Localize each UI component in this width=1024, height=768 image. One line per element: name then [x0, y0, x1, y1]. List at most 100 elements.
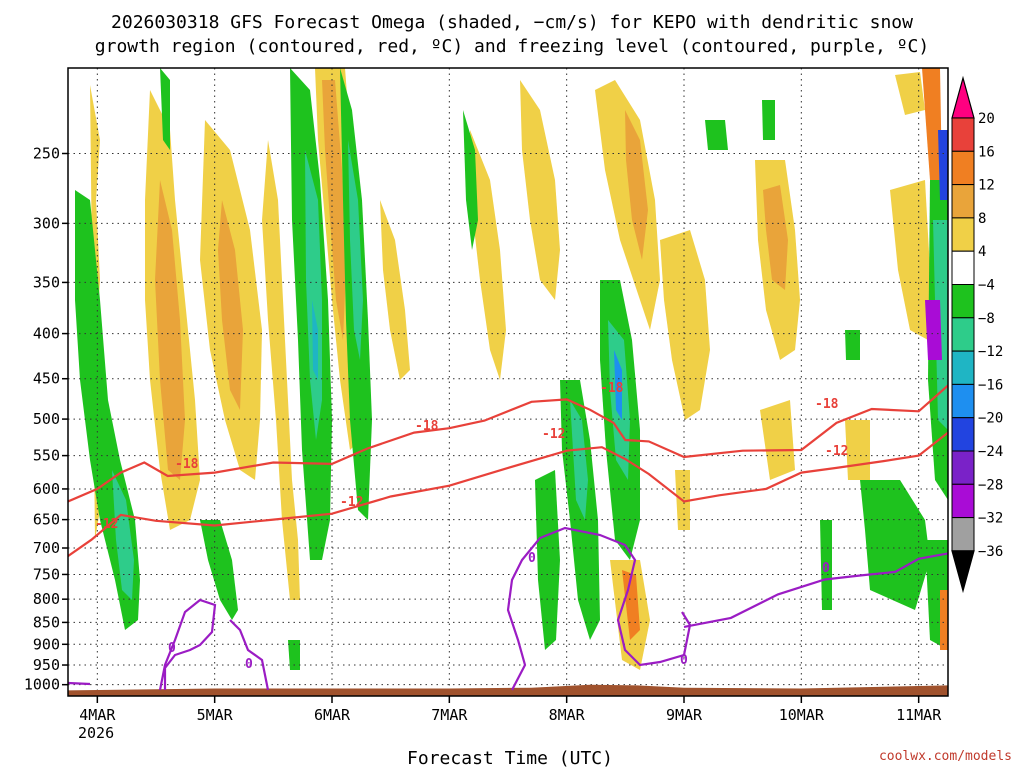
- chart-title-line2: growth region (contoured, red, ºC) and f…: [95, 36, 929, 57]
- omega-shade-yellow: [895, 72, 925, 115]
- omega-shade-green: [200, 520, 238, 620]
- omega-shade-yellow: [595, 80, 660, 330]
- omega-shade-orange: [625, 110, 648, 260]
- omega-shade-yellow: [760, 400, 795, 480]
- dgz-minus12-contour: [68, 431, 948, 558]
- colorbar: 20 16 12 8 4 −4 −8 −12 −16 −20 −24 −28 −32 −36: [951, 75, 1003, 594]
- omega-shade-green: [860, 480, 930, 610]
- colorbar-segment: [951, 317, 975, 352]
- colorbar-label: −12: [978, 344, 1003, 360]
- omega-shade-green: [820, 520, 832, 610]
- omega-shade-orange: [322, 80, 346, 340]
- omega-shade-yellow: [845, 420, 870, 480]
- omega-shade-green: [705, 120, 728, 150]
- colorbar-label: −24: [978, 444, 1003, 460]
- colorbar-cap-bottom: [951, 550, 975, 594]
- omega-shade-orange: [218, 200, 243, 410]
- y-tick-label: 950: [33, 656, 60, 674]
- colorbar-segment: [951, 517, 975, 552]
- contour-label-zero: 0: [168, 641, 176, 656]
- freezing-level-contour-base: [68, 681, 91, 686]
- omega-shade-green: [160, 68, 170, 150]
- contour-label-minus18: -18: [815, 397, 839, 412]
- y-tick-label: 800: [33, 590, 60, 608]
- colorbar-segment: [951, 217, 975, 252]
- colorbar-label: −28: [978, 477, 1003, 493]
- x-tick-label: 7MAR: [431, 706, 468, 724]
- y-tick-label: 850: [33, 613, 60, 631]
- y-tick-label: 700: [33, 539, 60, 557]
- freezing-level-contour-mid: [506, 526, 692, 691]
- y-tick-label: 350: [33, 273, 60, 291]
- omega-shade-blue: [938, 130, 948, 200]
- x-tick-label: 11MAR: [896, 706, 942, 724]
- x-axis: 4MAR 5MAR 6MAR 7MAR 8MAR 9MAR 10MAR 11MAR: [79, 696, 942, 724]
- omega-shade-yellow: [470, 130, 506, 380]
- omega-shade-green: [535, 470, 560, 650]
- colorbar-segment: [951, 350, 975, 385]
- omega-shade-orange: [155, 180, 185, 480]
- colorbar-label: −20: [978, 411, 1003, 427]
- colorbar-label: −4: [978, 278, 995, 294]
- omega-shade-teal: [570, 400, 588, 520]
- freezing-level-contour: [683, 552, 948, 628]
- y-tick-label: 300: [33, 214, 60, 232]
- omega-shade-green: [762, 100, 775, 140]
- contour-label-minus18: -18: [175, 457, 199, 472]
- x-axis-year-label: 2026: [78, 724, 114, 742]
- colorbar-segment: [951, 450, 975, 485]
- omega-shade-teal: [348, 140, 363, 360]
- y-tick-label: 1000: [24, 676, 60, 694]
- y-tick-label: 500: [33, 410, 60, 428]
- y-tick-label: 750: [33, 565, 60, 583]
- dgz-minus18-contour: [68, 384, 948, 503]
- colorbar-label: 16: [978, 144, 995, 160]
- colorbar-label: 20: [978, 111, 995, 127]
- colorbar-label: −8: [978, 311, 995, 327]
- credit-text: coolwx.com/models: [879, 749, 1012, 764]
- omega-shade-yellow: [262, 140, 300, 600]
- colorbar-label: 12: [978, 178, 995, 194]
- omega-shade-yellow: [380, 200, 410, 380]
- omega-shade-yellow: [660, 230, 710, 420]
- omega-shade-yellow: [520, 80, 560, 300]
- omega-shade-green: [845, 330, 860, 360]
- omega-shade-blue: [614, 350, 622, 420]
- freezing-level-contour-left: [158, 598, 217, 691]
- y-tick-label: 400: [33, 325, 60, 343]
- colorbar-label: 8: [978, 211, 986, 227]
- y-tick-label: 600: [33, 480, 60, 498]
- contour-label-minus12: -12: [340, 495, 363, 510]
- y-tick-label: 250: [33, 144, 60, 162]
- y-tick-label: 900: [33, 635, 60, 653]
- colorbar-label: −32: [978, 511, 1003, 527]
- contour-label-minus12: -12: [95, 517, 118, 532]
- y-axis: 250 300 350 400 450 500 550 600 650 700 750 800 850 9…: [24, 144, 68, 694]
- omega-shade-orange: [763, 185, 788, 290]
- contour-label-minus12: -12: [542, 427, 565, 442]
- plot-frame: [67, 67, 949, 697]
- omega-shading: [75, 68, 948, 670]
- colorbar-segment: [951, 383, 975, 419]
- omega-shade-green: [288, 640, 300, 670]
- x-tick-label: 9MAR: [666, 706, 703, 724]
- y-tick-label: 650: [33, 511, 60, 529]
- chart-title-line1: 2026030318 GFS Forecast Omega (shaded, −…: [111, 12, 913, 33]
- x-tick-label: 6MAR: [314, 706, 351, 724]
- colorbar-segment: [951, 417, 975, 452]
- x-tick-label: 5MAR: [197, 706, 234, 724]
- omega-shade-teal: [112, 470, 134, 600]
- omega-shade-blue: [312, 300, 318, 380]
- contour-label-zero: 0: [528, 551, 536, 566]
- omega-shade-yellow: [890, 180, 930, 340]
- colorbar-segment: [951, 250, 975, 285]
- colorbar-segment: [951, 483, 975, 519]
- omega-shade-orange: [940, 590, 948, 650]
- omega-shade-green: [560, 380, 600, 640]
- x-axis-title: Forecast Time (UTC): [407, 748, 613, 768]
- contour-label-zero: 0: [680, 653, 688, 668]
- contour-label-zero: 0: [245, 657, 253, 672]
- contour-label-minus18: -18: [600, 381, 624, 396]
- grid-lines: [68, 68, 948, 696]
- contour-label-minus12: -12: [825, 444, 848, 459]
